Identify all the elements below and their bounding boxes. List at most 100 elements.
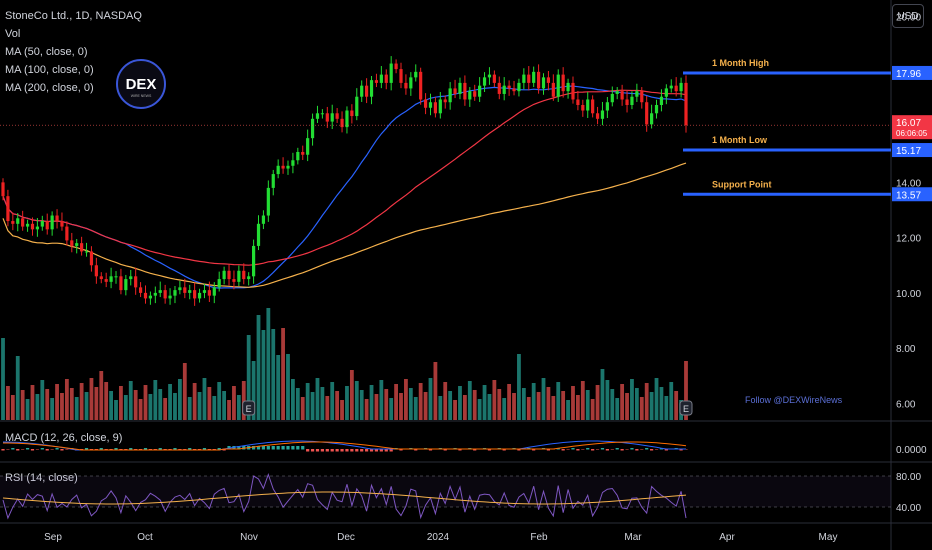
volume-bar [69,388,74,420]
volume-bar [458,386,462,420]
ma50-line [2,85,687,289]
candle-body [507,85,511,89]
macd-histogram-bar [202,448,207,450]
level-value-label: 15.17 [896,146,921,157]
candle-body [556,74,560,97]
macd-histogram-bar [271,446,275,450]
candle-body [109,276,113,282]
candle-body [261,215,266,224]
volume-bar [276,355,281,420]
macd-histogram-bar [16,449,20,451]
candle-body [163,290,167,299]
candle-body [80,243,84,252]
volume-bar [173,393,177,420]
macd-histogram-bar [664,449,668,451]
macd-histogram-bar [65,449,69,450]
rsi-ma-line [2,491,687,505]
candle-body [232,279,236,282]
macd-histogram-bar [325,449,329,452]
macd-histogram-bar [138,449,143,450]
candle-body [581,105,585,111]
macd-histogram-bar [286,446,290,450]
candle-body [409,77,413,89]
candle-body [374,80,379,83]
volume-bar [310,392,315,420]
currency-button[interactable]: USD [892,4,924,28]
volume-bar [227,400,231,420]
candle-body [173,290,177,296]
volume-bar [148,394,153,420]
legend: StoneCo Ltd., 1D, NASDAQ Vol MA (50, clo… [5,7,142,97]
macd-histogram-bar [266,446,270,450]
macd-histogram-bar [679,449,683,451]
candle-body [178,287,182,291]
candle-body [251,245,256,277]
candle-body [70,240,74,246]
candle-body [399,69,403,83]
volume-bar [99,371,104,420]
volume-bar [123,395,128,420]
candle-body [330,113,334,122]
indicator-vol[interactable]: Vol [5,28,21,40]
volume-bar [389,398,394,420]
volume-bar [50,398,55,420]
candle-body [207,290,211,296]
time-axis-label: Dec [337,532,355,543]
volume-bar [158,389,163,420]
volume-bar [128,381,133,420]
volume-bar [561,391,566,420]
candle-body [620,91,624,100]
symbol-title[interactable]: StoneCo Ltd., 1D, NASDAQ [5,10,142,22]
candle-body [301,151,305,155]
candle-body [522,74,526,83]
candle-body [591,99,595,114]
macd-histogram-bar [237,446,241,450]
volume-bar [345,386,349,420]
macd-histogram-bar [55,448,59,450]
macd-histogram-bar [595,449,600,450]
volume-bar [187,397,192,420]
macd-histogram-bar [251,446,256,450]
candle-body [453,88,457,94]
volume-bar [384,389,389,420]
volume-bar [526,397,531,420]
volume-bar [517,354,521,420]
macd-histogram-bar [310,449,315,452]
volume-bar [684,361,688,420]
volume-bar [10,395,15,420]
volume-bar [197,392,202,420]
volume-bar [217,382,222,420]
volume-bar [477,399,482,420]
level-value-label: 13.57 [896,190,921,201]
indicator-ma100[interactable]: MA (100, close, 0) [5,64,94,76]
candle-body [463,82,467,100]
macd-histogram-bar [60,449,64,451]
macd-histogram-bar [143,448,148,450]
volume-bar [143,385,148,420]
candle-body [276,165,280,175]
indicator-ma200[interactable]: MA (200, close, 0) [5,82,94,94]
ma100-line [2,89,687,266]
candle-body [365,85,369,97]
indicator-ma50[interactable]: MA (50, close, 0) [5,46,88,58]
rsi-axis-label: 40.00 [896,503,921,514]
candle-body [630,96,634,105]
macd-histogram-bar [158,448,162,450]
macd-histogram-bar [458,449,462,451]
candle-body [310,118,315,139]
volume-bar [330,382,335,420]
candle-body [536,71,541,89]
candle-body [423,99,428,108]
candle-body [168,295,172,299]
volume-bar [600,369,605,420]
volume-bar [79,383,84,420]
candle-body [610,93,614,103]
candle-body [487,74,492,78]
volume-bar [109,391,114,420]
volume-bar [556,382,561,420]
volume-bar [251,361,256,420]
macd-histogram-bar [153,449,157,450]
macd-histogram-bar [94,449,98,450]
time-axis-label: Nov [240,532,258,543]
